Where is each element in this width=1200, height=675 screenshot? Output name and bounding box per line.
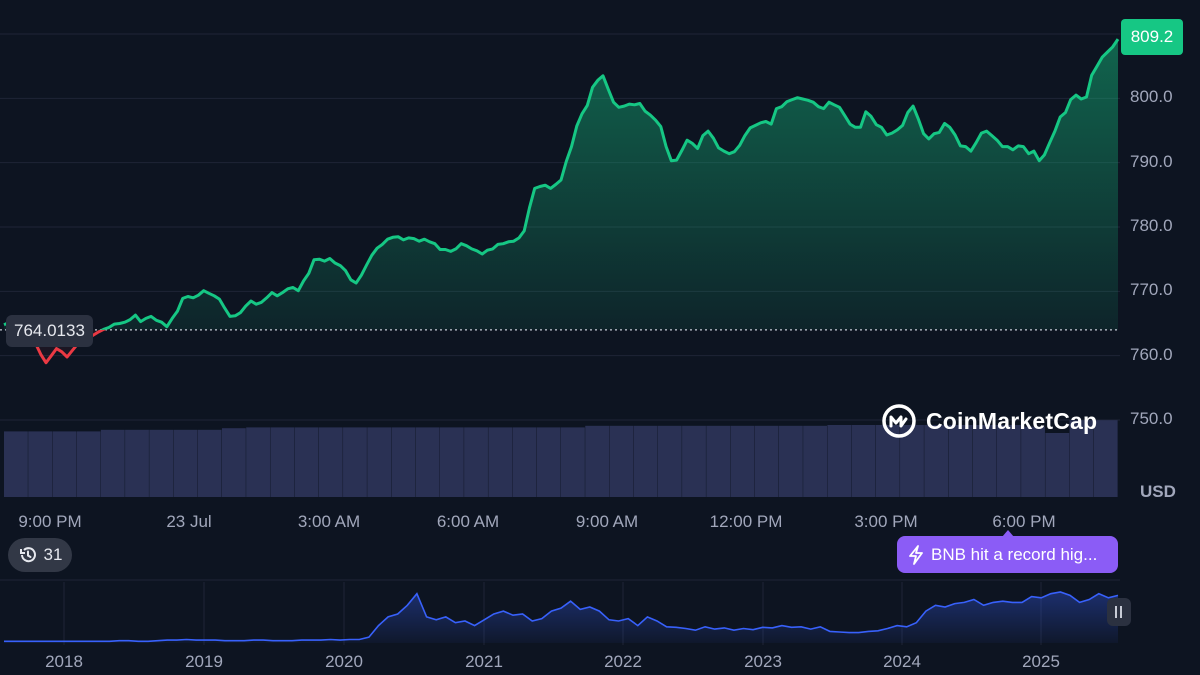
volume-bar xyxy=(730,425,755,497)
navigator-year-label: 2020 xyxy=(325,652,363,671)
volume-bar xyxy=(28,431,53,497)
volume-bar xyxy=(318,427,343,497)
volume-bar xyxy=(585,425,610,497)
volume-bar xyxy=(52,431,77,497)
volume-bar xyxy=(125,429,149,497)
volume-bar xyxy=(246,427,270,497)
volume-bar xyxy=(633,425,658,497)
currency-label: USD xyxy=(1140,482,1176,501)
volume-bar xyxy=(488,427,513,497)
history-clock-icon xyxy=(19,547,36,563)
y-tick-label: 760.0 xyxy=(1130,344,1173,364)
volume-bar xyxy=(948,425,973,497)
volume-bar xyxy=(851,425,876,497)
navigator-year-label: 2022 xyxy=(604,652,642,671)
volume-bar xyxy=(561,427,585,497)
navigator-year-label: 2024 xyxy=(883,652,921,671)
news-pointer xyxy=(1002,530,1014,537)
x-tick-label: 9:00 AM xyxy=(575,512,639,531)
volume-bar xyxy=(875,425,900,497)
x-tick-label: 6:00 AM xyxy=(436,512,500,531)
current-price-tag: 809.2 xyxy=(1121,19,1183,55)
volume-bar xyxy=(149,429,174,497)
price-area xyxy=(4,39,1118,363)
volume-bar xyxy=(609,425,634,497)
open-price-tag: 764.0133 xyxy=(6,315,93,347)
x-tick-label: 12:00 PM xyxy=(709,512,783,531)
volume-bar xyxy=(657,425,682,497)
area-up xyxy=(4,39,1118,330)
volume-bar xyxy=(1093,420,1118,497)
x-tick-label: 6:00 PM xyxy=(992,512,1056,531)
navigator-area xyxy=(4,592,1118,643)
volume-bar xyxy=(996,425,1021,497)
news-pill[interactable]: BNB hit a record hig... xyxy=(897,536,1118,573)
volume-bar xyxy=(4,431,28,497)
volume-bar xyxy=(900,425,924,497)
navigator-line[interactable] xyxy=(4,591,1119,643)
lightning-icon xyxy=(909,544,923,565)
y-tick-label: 770.0 xyxy=(1130,280,1173,300)
volume-bar xyxy=(391,427,416,497)
volume-bar xyxy=(197,429,222,497)
y-tick-label: 800.0 xyxy=(1130,87,1173,107)
volume-bar xyxy=(367,427,392,497)
volume-bar xyxy=(754,425,779,497)
navigator-year-label: 2019 xyxy=(185,652,223,671)
volume-bar xyxy=(972,425,997,497)
navigator-handle[interactable] xyxy=(1107,598,1131,626)
navigator-year-label: 2018 xyxy=(45,652,83,671)
volume-bar xyxy=(76,431,101,497)
volume-bar xyxy=(778,425,803,497)
navigator-series-line xyxy=(4,591,1119,643)
y-tick-label: 780.0 xyxy=(1130,216,1173,235)
coinmarketcap-watermark: CoinMarketCap xyxy=(880,402,1097,440)
volume-bar xyxy=(294,427,319,497)
history-button[interactable]: 31 xyxy=(8,538,72,572)
volume-bar xyxy=(221,428,246,497)
x-tick-label: 3:00 PM xyxy=(854,512,918,531)
coinmarketcap-logo-icon xyxy=(882,404,916,438)
x-tick-label: 3:00 AM xyxy=(297,512,361,531)
volume-bars xyxy=(4,420,1118,497)
volume-bar xyxy=(512,427,537,497)
navigator-year-label: 2021 xyxy=(465,652,503,671)
volume-bar xyxy=(924,425,949,497)
volume-bar xyxy=(464,427,488,497)
volume-bar xyxy=(1045,433,1070,497)
volume-bar xyxy=(682,425,706,497)
price-lines xyxy=(3,38,1120,365)
volume-bar xyxy=(439,427,464,497)
pause-icon xyxy=(1115,606,1122,618)
volume-bar xyxy=(173,429,198,497)
volume-bar xyxy=(270,427,295,497)
news-text: BNB hit a record hig... xyxy=(931,544,1098,564)
navigator-year-label: 2025 xyxy=(1022,652,1060,671)
volume-bar xyxy=(1069,420,1094,497)
volume-bar xyxy=(100,429,125,497)
y-tick-label: 750.0 xyxy=(1130,409,1173,428)
x-tick-label: 9:00 PM xyxy=(18,512,82,531)
y-tick-label: 790.0 xyxy=(1130,151,1173,171)
price-line-up xyxy=(3,38,1120,330)
navigator-year-label: 2023 xyxy=(744,652,782,671)
history-count: 31 xyxy=(43,545,63,564)
volume-bar xyxy=(827,425,852,497)
x-tick-label: 23 Jul xyxy=(166,512,212,531)
volume-bar xyxy=(706,425,731,497)
volume-bar xyxy=(415,427,440,497)
volume-bar xyxy=(536,427,561,497)
volume-bar xyxy=(1021,426,1045,497)
volume-bar xyxy=(343,427,367,497)
watermark-text: CoinMarketCap xyxy=(926,407,1098,434)
volume-bar xyxy=(803,425,827,497)
